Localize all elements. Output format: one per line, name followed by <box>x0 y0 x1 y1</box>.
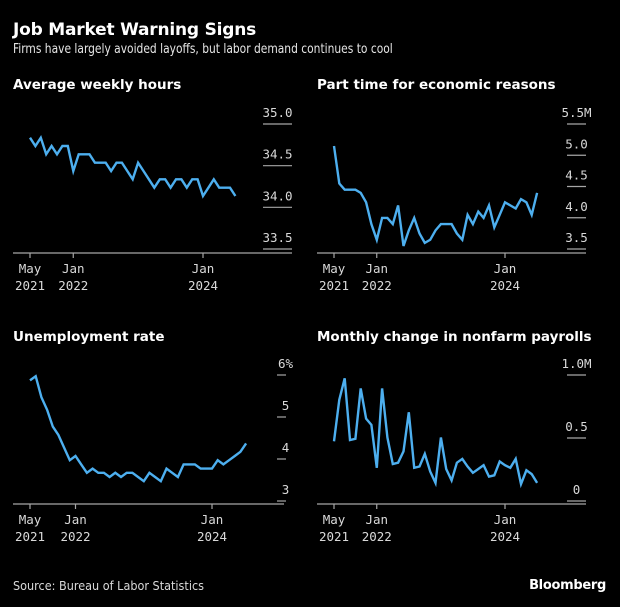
x-tick-label: Jan <box>494 512 517 527</box>
x-tick-label: 2024 <box>490 529 520 544</box>
source-note: Source: Bureau of Labor Statistics <box>13 578 204 593</box>
chart-title: Job Market Warning Signs <box>13 20 257 40</box>
series-line-part-time <box>332 145 539 247</box>
y-tick-label: 3.5 <box>565 230 588 245</box>
x-tick-label: Jan <box>64 512 87 527</box>
y-tick-label: 4 <box>282 440 290 455</box>
y-tick-label: 34.5 <box>262 147 292 162</box>
x-tick-label: Jan <box>62 261 85 276</box>
y-tick-label: 5.5M <box>561 105 591 120</box>
y-tick-label: 1.0M <box>561 356 591 371</box>
x-tick-label: Jan <box>365 261 388 276</box>
series-line-payrolls <box>332 378 539 489</box>
panel-title-unemployment: Unemployment rate <box>13 329 165 345</box>
y-tick-label: 34.0 <box>262 188 292 203</box>
y-tick-label: 4.5 <box>565 168 588 183</box>
x-tick-label: May <box>323 512 346 527</box>
x-tick-label: 2022 <box>60 529 90 544</box>
x-tick-label: Jan <box>192 261 215 276</box>
x-tick-label: Jan <box>365 512 388 527</box>
panel-title-payrolls: Monthly change in nonfarm payrolls <box>317 329 592 345</box>
y-tick-label: 0.5 <box>565 419 588 434</box>
x-tick-label: 2021 <box>319 278 349 293</box>
x-tick-label: 2024 <box>188 278 218 293</box>
x-tick-label: 2022 <box>362 529 392 544</box>
chart-subtitle: Firms have largely avoided layoffs, but … <box>13 41 393 57</box>
x-tick-label: 2024 <box>197 529 227 544</box>
y-tick-label: 4.0 <box>565 199 588 214</box>
y-tick-label: 5 <box>282 398 290 413</box>
x-tick-label: 2021 <box>319 529 349 544</box>
y-tick-label: 3 <box>282 482 290 497</box>
x-tick-label: 2022 <box>58 278 88 293</box>
x-tick-label: Jan <box>494 261 517 276</box>
x-tick-label: 2021 <box>15 529 45 544</box>
x-tick-label: May <box>19 512 42 527</box>
x-tick-label: May <box>19 261 42 276</box>
x-tick-label: Jan <box>201 512 224 527</box>
x-tick-label: 2024 <box>490 278 520 293</box>
series-line-weekly-hours <box>28 134 237 199</box>
y-tick-label: 5.0 <box>565 136 588 151</box>
panel-title-weekly-hours: Average weekly hours <box>13 77 182 93</box>
x-tick-label: 2021 <box>15 278 45 293</box>
y-tick-label: 0 <box>573 482 581 497</box>
y-tick-label: 35.0 <box>262 105 292 120</box>
series-line-unemployment <box>29 374 248 484</box>
x-tick-label: 2022 <box>362 278 392 293</box>
x-tick-label: May <box>323 261 346 276</box>
panel-title-part-time: Part time for economic reasons <box>317 77 556 93</box>
y-tick-label: 6% <box>278 356 294 371</box>
y-tick-label: 33.5 <box>262 230 292 245</box>
bloomberg-logo: Bloomberg <box>529 578 606 593</box>
